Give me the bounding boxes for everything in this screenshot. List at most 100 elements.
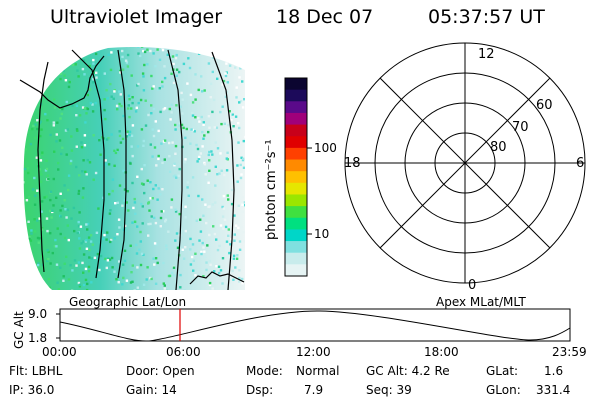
speckle-pixel — [125, 133, 128, 136]
speckle-pixel — [131, 264, 134, 267]
speckle-pixel — [129, 281, 133, 284]
speckle-pixel — [235, 86, 238, 89]
speckle-pixel — [222, 227, 225, 230]
speckle-pixel — [197, 88, 200, 92]
speckle-pixel — [46, 249, 49, 252]
speckle-pixel — [55, 140, 58, 143]
speckle-pixel — [45, 195, 48, 198]
speckle-pixel — [144, 99, 147, 102]
time-tick-1200: 12:00 — [296, 345, 331, 359]
speckle-pixel — [200, 250, 203, 254]
speckle-pixel — [202, 246, 205, 249]
speckle-pixel — [232, 125, 235, 128]
speckle-pixel — [131, 280, 134, 283]
speckle-pixel — [183, 289, 186, 291]
speckle-pixel — [214, 141, 217, 144]
speckle-pixel — [131, 154, 134, 158]
speckle-pixel — [181, 98, 184, 101]
speckle-pixel — [144, 124, 148, 127]
speckle-pixel — [130, 107, 133, 110]
speckle-pixel — [179, 286, 182, 289]
speckle-pixel — [170, 111, 173, 114]
speckle-pixel — [55, 133, 58, 136]
speckle-pixel — [61, 204, 64, 208]
speckle-pixel — [77, 220, 80, 224]
speckle-pixel — [32, 124, 35, 128]
speckle-pixel — [109, 82, 112, 86]
speckle-pixel — [182, 62, 186, 66]
speckle-pixel — [157, 154, 160, 158]
speckle-pixel — [106, 259, 110, 262]
speckle-pixel — [131, 124, 135, 127]
speckle-pixel — [121, 137, 125, 141]
speckle-pixel — [180, 91, 183, 95]
speckle-pixel — [122, 114, 125, 118]
speckle-pixel — [150, 74, 153, 78]
speckle-pixel — [162, 261, 165, 265]
speckle-pixel — [36, 119, 39, 122]
speckle-pixel — [143, 50, 147, 54]
speckle-pixel — [133, 289, 136, 291]
speckle-pixel — [69, 162, 72, 165]
speckle-pixel — [78, 114, 82, 117]
polar-caption: Apex MLat/MLT — [436, 295, 526, 309]
speckle-pixel — [58, 139, 62, 142]
speckle-pixel — [235, 96, 238, 99]
speckle-pixel — [239, 163, 242, 167]
speckle-pixel — [23, 167, 27, 171]
speckle-pixel — [121, 204, 124, 207]
speckle-pixel — [84, 121, 87, 124]
speckle-pixel — [85, 288, 89, 291]
speckle-pixel — [203, 89, 206, 92]
speckle-pixel — [223, 173, 226, 177]
speckle-pixel — [218, 172, 221, 175]
speckle-pixel — [211, 203, 214, 206]
speckle-pixel — [49, 133, 52, 137]
speckle-pixel — [237, 204, 240, 207]
speckle-pixel — [214, 184, 217, 187]
status-ip: IP: 36.0 — [9, 383, 55, 397]
speckle-pixel — [156, 261, 159, 265]
speckle-pixel — [121, 55, 124, 59]
speckle-pixel — [116, 201, 119, 204]
speckle-pixel — [139, 263, 143, 267]
speckle-pixel — [85, 112, 88, 115]
speckle-pixel — [131, 221, 134, 224]
speckle-pixel — [184, 136, 187, 139]
speckle-pixel — [107, 257, 110, 260]
status-gain: Gain: 14 — [126, 383, 177, 397]
speckle-pixel — [131, 96, 134, 99]
speckle-pixel — [242, 231, 245, 234]
speckle-pixel — [81, 170, 84, 173]
speckle-pixel — [110, 256, 114, 260]
speckle-pixel — [104, 117, 107, 121]
speckle-pixel — [108, 193, 111, 196]
speckle-pixel — [173, 164, 176, 167]
speckle-pixel — [117, 218, 121, 221]
speckle-pixel — [137, 46, 140, 48]
speckle-pixel — [47, 277, 50, 281]
speckle-pixel — [202, 123, 205, 126]
speckle-pixel — [238, 280, 241, 283]
speckle-pixel — [25, 199, 29, 202]
speckle-pixel — [243, 201, 245, 204]
speckle-pixel — [118, 226, 121, 229]
colorbar-swatch — [285, 217, 307, 231]
speckle-pixel — [241, 210, 244, 213]
speckle-pixel — [172, 62, 175, 66]
speckle-pixel — [125, 201, 128, 204]
speckle-pixel — [203, 255, 207, 259]
speckle-pixel — [202, 275, 205, 278]
speckle-pixel — [66, 224, 69, 227]
speckle-pixel — [92, 78, 95, 81]
speckle-pixel — [76, 129, 79, 132]
speckle-pixel — [196, 160, 199, 163]
speckle-pixel — [171, 55, 175, 58]
speckle-pixel — [167, 230, 170, 233]
speckle-pixel — [172, 274, 176, 277]
speckle-pixel — [139, 230, 142, 234]
speckle-pixel — [207, 153, 210, 157]
speckle-pixel — [40, 200, 44, 203]
speckle-pixel — [78, 211, 81, 214]
